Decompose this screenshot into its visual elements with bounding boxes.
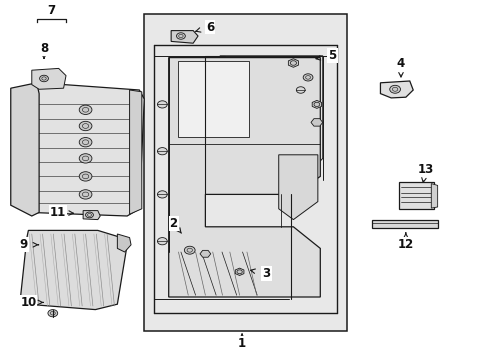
- Text: 10: 10: [20, 296, 37, 309]
- Polygon shape: [11, 83, 39, 216]
- Polygon shape: [17, 83, 144, 216]
- Circle shape: [296, 87, 305, 93]
- Text: 9: 9: [20, 238, 27, 251]
- Circle shape: [48, 310, 58, 317]
- Polygon shape: [20, 230, 127, 310]
- Polygon shape: [32, 68, 66, 89]
- Text: 6: 6: [206, 21, 214, 33]
- Bar: [178, 61, 249, 137]
- Polygon shape: [200, 250, 210, 257]
- Text: 8: 8: [40, 42, 48, 55]
- Circle shape: [79, 105, 92, 114]
- Circle shape: [79, 121, 92, 131]
- Circle shape: [176, 33, 185, 39]
- Polygon shape: [117, 234, 131, 252]
- Bar: [144, 14, 346, 331]
- Circle shape: [79, 190, 92, 199]
- Circle shape: [303, 74, 312, 81]
- Polygon shape: [129, 90, 142, 214]
- Polygon shape: [168, 58, 320, 297]
- Polygon shape: [278, 155, 317, 220]
- Text: 7: 7: [47, 4, 55, 17]
- Text: 5: 5: [328, 49, 336, 62]
- Polygon shape: [380, 81, 412, 98]
- Circle shape: [184, 246, 195, 254]
- Bar: [371, 220, 437, 228]
- Circle shape: [79, 154, 92, 163]
- Polygon shape: [171, 31, 198, 43]
- Circle shape: [389, 85, 400, 93]
- Polygon shape: [310, 119, 322, 126]
- Text: 4: 4: [396, 57, 404, 69]
- Text: 1: 1: [238, 337, 245, 350]
- Circle shape: [79, 138, 92, 147]
- Text: 12: 12: [397, 238, 413, 251]
- Polygon shape: [430, 184, 437, 208]
- Text: 11: 11: [49, 206, 66, 219]
- Circle shape: [40, 75, 48, 82]
- Circle shape: [157, 238, 167, 245]
- Circle shape: [157, 191, 167, 198]
- Text: 2: 2: [169, 217, 177, 230]
- Circle shape: [79, 172, 92, 181]
- Polygon shape: [235, 268, 244, 275]
- Polygon shape: [288, 59, 298, 67]
- Circle shape: [157, 148, 167, 155]
- Polygon shape: [311, 100, 321, 108]
- Text: 3: 3: [262, 267, 270, 280]
- Polygon shape: [83, 211, 100, 220]
- Text: 13: 13: [416, 163, 433, 176]
- Circle shape: [157, 101, 167, 108]
- Bar: [398, 182, 433, 209]
- Polygon shape: [220, 56, 322, 194]
- Circle shape: [85, 212, 93, 218]
